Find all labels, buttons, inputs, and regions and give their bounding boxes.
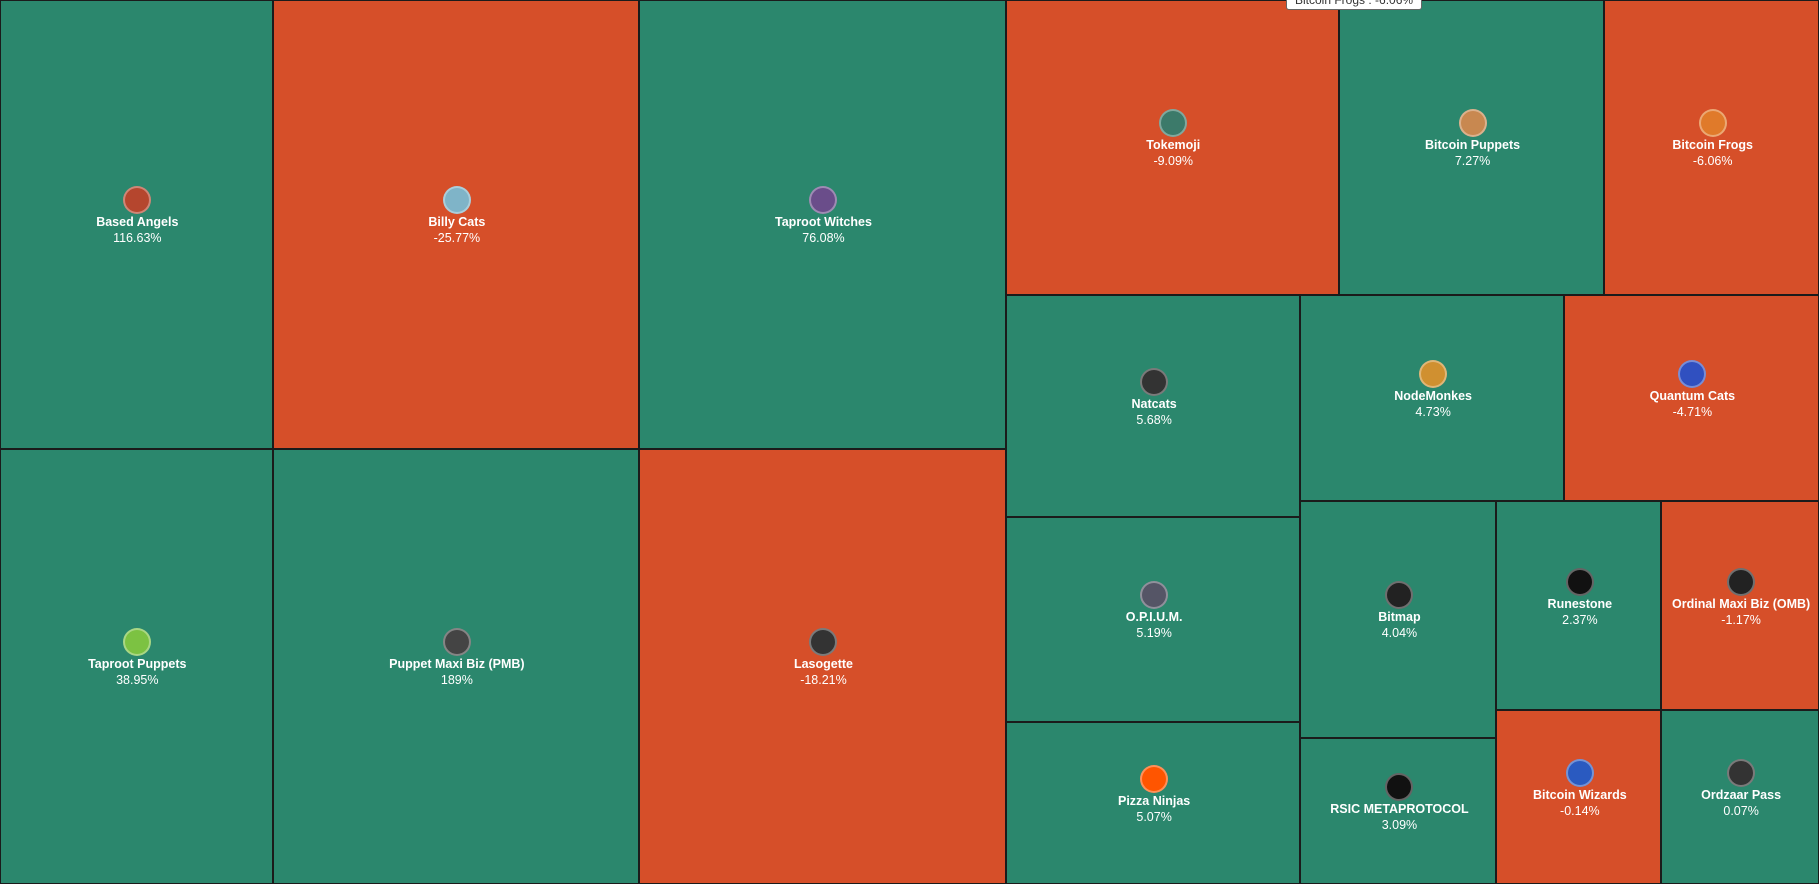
tile[interactable]: Pizza Ninjas 5.07% [1005,721,1301,884]
collection-icon [1565,567,1594,596]
tile[interactable]: Puppet Maxi Biz (PMB) 189% [272,448,640,884]
collection-icon [809,628,838,657]
collection-change: -1.17% [1721,612,1761,627]
collection-name: RSIC METAPROTOCOL [1330,801,1469,816]
tile[interactable]: Ordzaar Pass 0.07% [1661,709,1819,884]
collection-icon [1140,581,1169,610]
collection-icon [442,186,471,215]
tile[interactable]: Ordinal Maxi Biz (OMB) -1.17% [1661,501,1819,710]
tile[interactable]: Based Angels 116.63% [0,0,273,449]
collection-change: 0.07% [1723,803,1759,818]
collection-icon [1140,368,1169,397]
collection-name: Billy Cats [428,215,486,230]
tile[interactable]: Quantum Cats -4.71% [1563,294,1819,502]
collection-icon [1385,581,1414,610]
collection-change: 2.37% [1562,612,1598,627]
collection-change: 5.68% [1136,413,1172,428]
tile[interactable]: RSIC METAPROTOCOL 3.09% [1300,737,1497,884]
collection-name: Puppet Maxi Biz (PMB) [389,657,525,672]
collection-name: Bitcoin Wizards [1533,787,1627,802]
collection-icon [123,628,152,657]
collection-icon [1727,567,1756,596]
tile[interactable]: Lasogette -18.21% [639,448,1006,884]
tooltip: Bitcoin Frogs : -6.06% [1286,0,1423,10]
collection-change: 7.27% [1454,154,1491,169]
collection-name: Bitmap [1378,610,1421,625]
collection-name: Natcats [1131,397,1177,412]
tile[interactable]: Billy Cats -25.77% [272,0,640,449]
collection-icon [1458,109,1487,138]
collection-icon [1678,359,1707,388]
collection-change: 116.63% [113,231,162,246]
collection-name: Taproot Witches [775,215,872,230]
collection-name: Bitcoin Puppets [1424,138,1521,153]
tile[interactable]: Runestone 2.37% [1496,501,1662,710]
collection-icon [1385,772,1414,801]
collection-name: Ordzaar Pass [1701,787,1782,802]
collection-icon [442,628,471,657]
collection-change: -25.77% [433,231,481,246]
collection-change: -18.21% [800,673,847,688]
collection-name: Pizza Ninjas [1117,793,1191,808]
collection-name: Tokemoji [1146,138,1201,153]
tile[interactable]: O.P.I.U.M. 5.19% [1005,517,1301,722]
collection-change: -4.71% [1672,404,1713,419]
collection-name: Ordinal Maxi Biz (OMB) [1671,596,1811,611]
collection-change: -9.09% [1153,154,1194,169]
collection-change: 3.09% [1381,817,1418,832]
collection-name: Quantum Cats [1649,388,1736,403]
collection-icon [1140,764,1169,793]
tile[interactable]: Taproot Witches 76.08% [639,0,1006,449]
collection-change: -0.14% [1560,803,1600,818]
collection-name: O.P.I.U.M. [1125,610,1183,625]
collection-change: -6.06% [1692,154,1733,169]
collection-name: Based Angels [96,215,179,230]
collection-name: NodeMonkes [1394,388,1472,403]
collection-change: 4.04% [1381,626,1418,641]
collection-change: 76.08% [802,231,845,246]
collection-change: 4.73% [1415,404,1451,419]
tile[interactable]: Tokemoji -9.09% [1005,0,1339,295]
tile[interactable]: Bitcoin Wizards -0.14% [1496,709,1662,884]
collection-name: Bitcoin Frogs [1672,138,1753,153]
tile[interactable]: Taproot Puppets 38.95% [0,448,273,884]
tile[interactable]: NodeMonkes 4.73% [1300,294,1564,502]
collection-icon [1727,758,1756,787]
collection-change: 5.07% [1136,809,1172,824]
collection-icon [1698,109,1727,138]
collection-icon [123,186,152,215]
collection-icon [1159,109,1188,138]
tile[interactable]: Bitmap 4.04% [1300,501,1497,738]
collection-icon [809,186,838,215]
collection-change: 189% [440,673,473,688]
collection-name: Runestone [1547,596,1613,611]
tile[interactable]: Natcats 5.68% [1005,294,1301,518]
collection-name: Taproot Puppets [88,657,187,672]
tile[interactable]: Bitcoin Puppets 7.27% [1338,0,1605,295]
collection-change: 38.95% [116,673,159,688]
collection-name: Lasogette [793,657,853,672]
collection-change: 5.19% [1136,626,1172,641]
collection-icon [1419,359,1448,388]
collection-icon [1565,758,1594,787]
tile[interactable]: Bitcoin Frogs -6.06% [1604,0,1819,295]
